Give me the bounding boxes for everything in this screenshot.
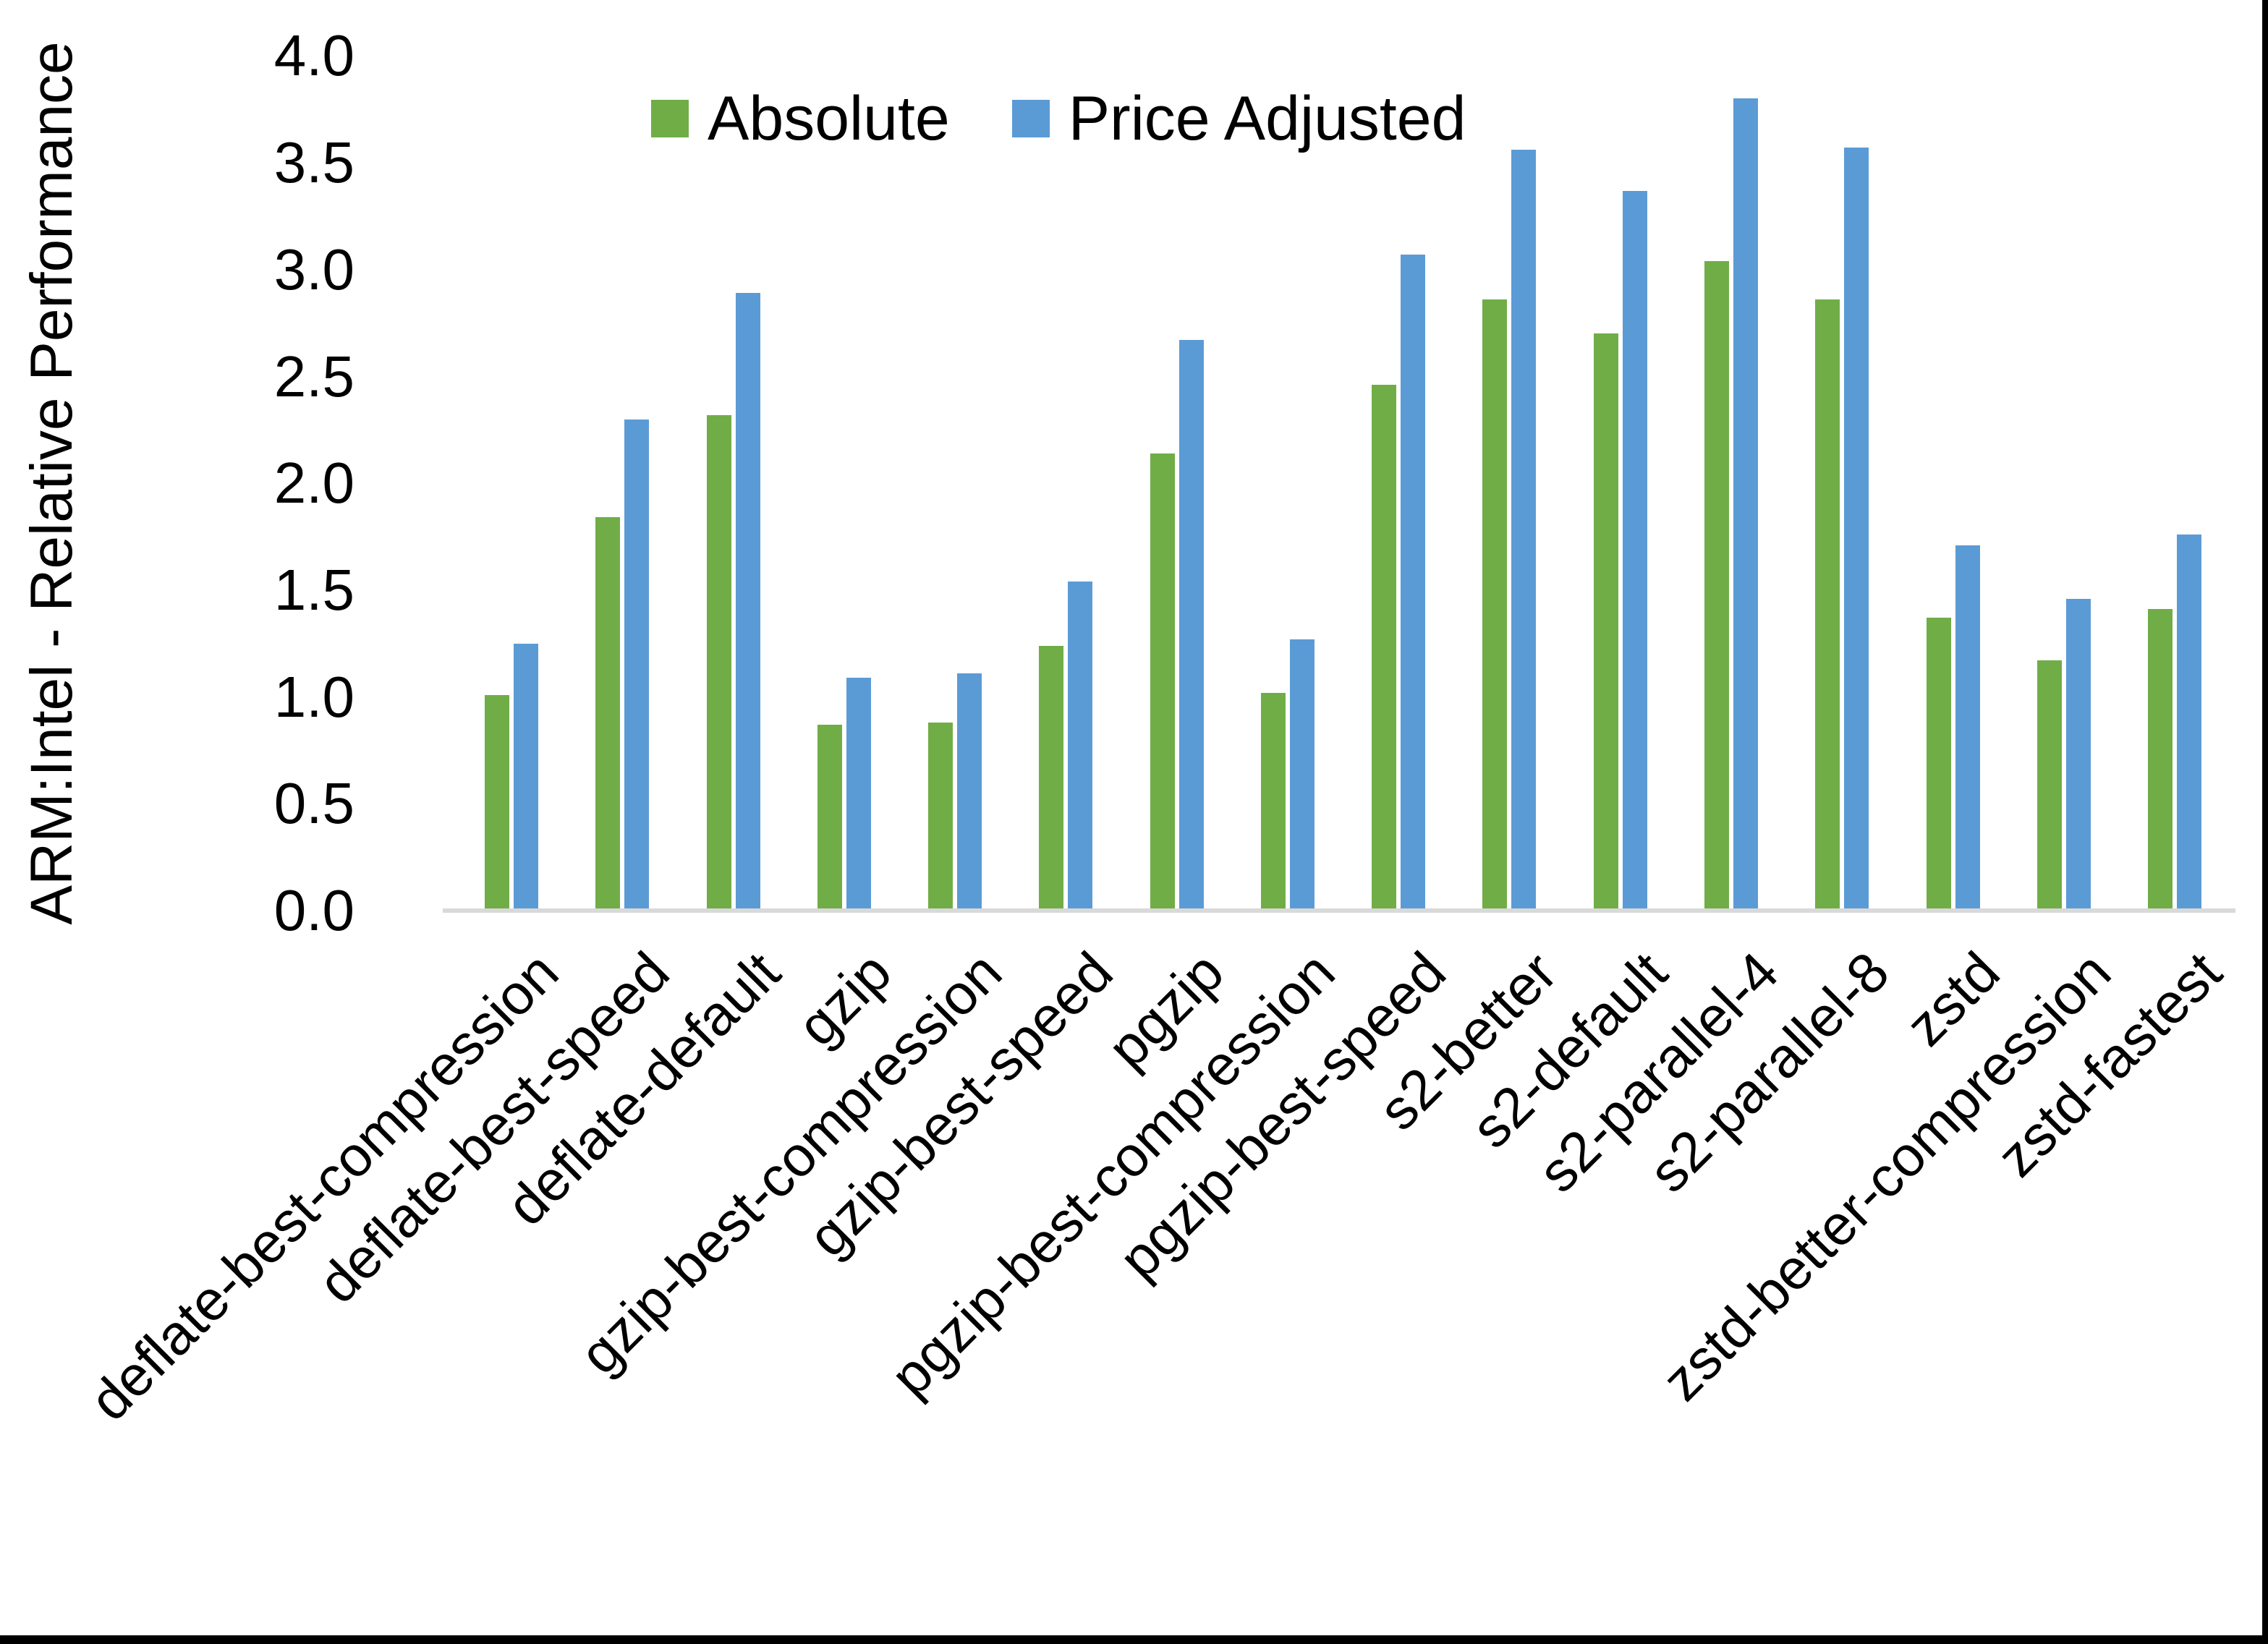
bar-price-adjusted-zstd-better-compression xyxy=(2065,599,2091,911)
y-tick-label-3.0: 3.0 xyxy=(273,237,354,302)
frame-border-right xyxy=(2262,0,2268,1644)
bar-absolute-s2-default xyxy=(1593,333,1618,911)
bar-absolute-s2-parallel-4 xyxy=(1704,261,1729,911)
y-tick-label-3.5: 3.5 xyxy=(273,130,354,195)
bar-price-adjusted-s2-parallel-4 xyxy=(1733,98,1758,911)
y-tick-label-2.5: 2.5 xyxy=(273,344,354,409)
y-tick-label-1.0: 1.0 xyxy=(273,664,354,729)
bar-price-adjusted-pgzip-best-speed xyxy=(1401,255,1426,911)
y-tick-label-2.0: 2.0 xyxy=(273,451,354,516)
y-tick-label-0.0: 0.0 xyxy=(273,878,354,942)
bar-price-adjusted-s2-parallel-8 xyxy=(1844,148,1869,911)
bar-absolute-pgzip-best-speed xyxy=(1372,385,1397,911)
bar-absolute-pgzip xyxy=(1150,453,1175,911)
bar-price-adjusted-deflate-default xyxy=(735,293,760,911)
bar-absolute-deflate-default xyxy=(706,415,731,911)
bar-price-adjusted-s2-default xyxy=(1622,191,1647,911)
bar-absolute-zstd-better-compression xyxy=(2036,660,2062,911)
bar-price-adjusted-deflate-best-compression xyxy=(514,644,538,911)
y-tick-label-1.5: 1.5 xyxy=(273,557,354,622)
bar-absolute-gzip-best-compression xyxy=(928,723,954,911)
y-axis-title: ARM:Intel - Relative Performance xyxy=(19,41,85,925)
bar-absolute-pgzip-best-compression xyxy=(1260,693,1286,911)
bar-absolute-deflate-best-compression xyxy=(485,695,509,911)
bar-price-adjusted-zstd-fastest xyxy=(2177,534,2202,911)
bar-absolute-deflate-best-speed xyxy=(595,517,621,911)
legend-swatch-price-adjusted xyxy=(1011,100,1050,137)
bar-price-adjusted-gzip-best-speed xyxy=(1068,582,1093,911)
y-tick-label-4.0: 4.0 xyxy=(273,23,354,88)
bar-absolute-gzip xyxy=(817,725,842,911)
bar-price-adjusted-zstd xyxy=(1955,545,1980,911)
bar-absolute-zstd xyxy=(1926,618,1951,911)
legend-item-absolute: Absolute xyxy=(651,85,950,152)
x-axis-line xyxy=(443,908,2235,913)
bar-price-adjusted-gzip-best-compression xyxy=(957,673,982,911)
bar-absolute-zstd-fastest xyxy=(2148,609,2173,911)
frame-border-bottom xyxy=(0,1635,2268,1644)
bar-price-adjusted-s2-better xyxy=(1511,150,1537,911)
bar-price-adjusted-gzip xyxy=(846,678,871,911)
y-tick-label-0.5: 0.5 xyxy=(273,771,354,836)
legend-item-price-adjusted: Price Adjusted xyxy=(1011,84,1466,153)
bar-price-adjusted-deflate-best-speed xyxy=(624,419,650,911)
legend-label-price-adjusted: Price Adjusted xyxy=(1068,84,1466,153)
bar-absolute-s2-better xyxy=(1482,299,1508,911)
x-category-label-deflate-best-compression: deflate-best-compression xyxy=(77,940,571,1433)
bar-absolute-s2-parallel-8 xyxy=(1815,299,1840,911)
chart-legend: Absolute Price Adjusted xyxy=(651,85,1466,152)
bar-price-adjusted-pgzip xyxy=(1178,340,1204,911)
legend-label-absolute: Absolute xyxy=(708,84,950,153)
bar-absolute-gzip-best-speed xyxy=(1039,646,1064,911)
legend-swatch-absolute xyxy=(651,100,689,137)
bar-price-adjusted-pgzip-best-compression xyxy=(1289,639,1314,911)
